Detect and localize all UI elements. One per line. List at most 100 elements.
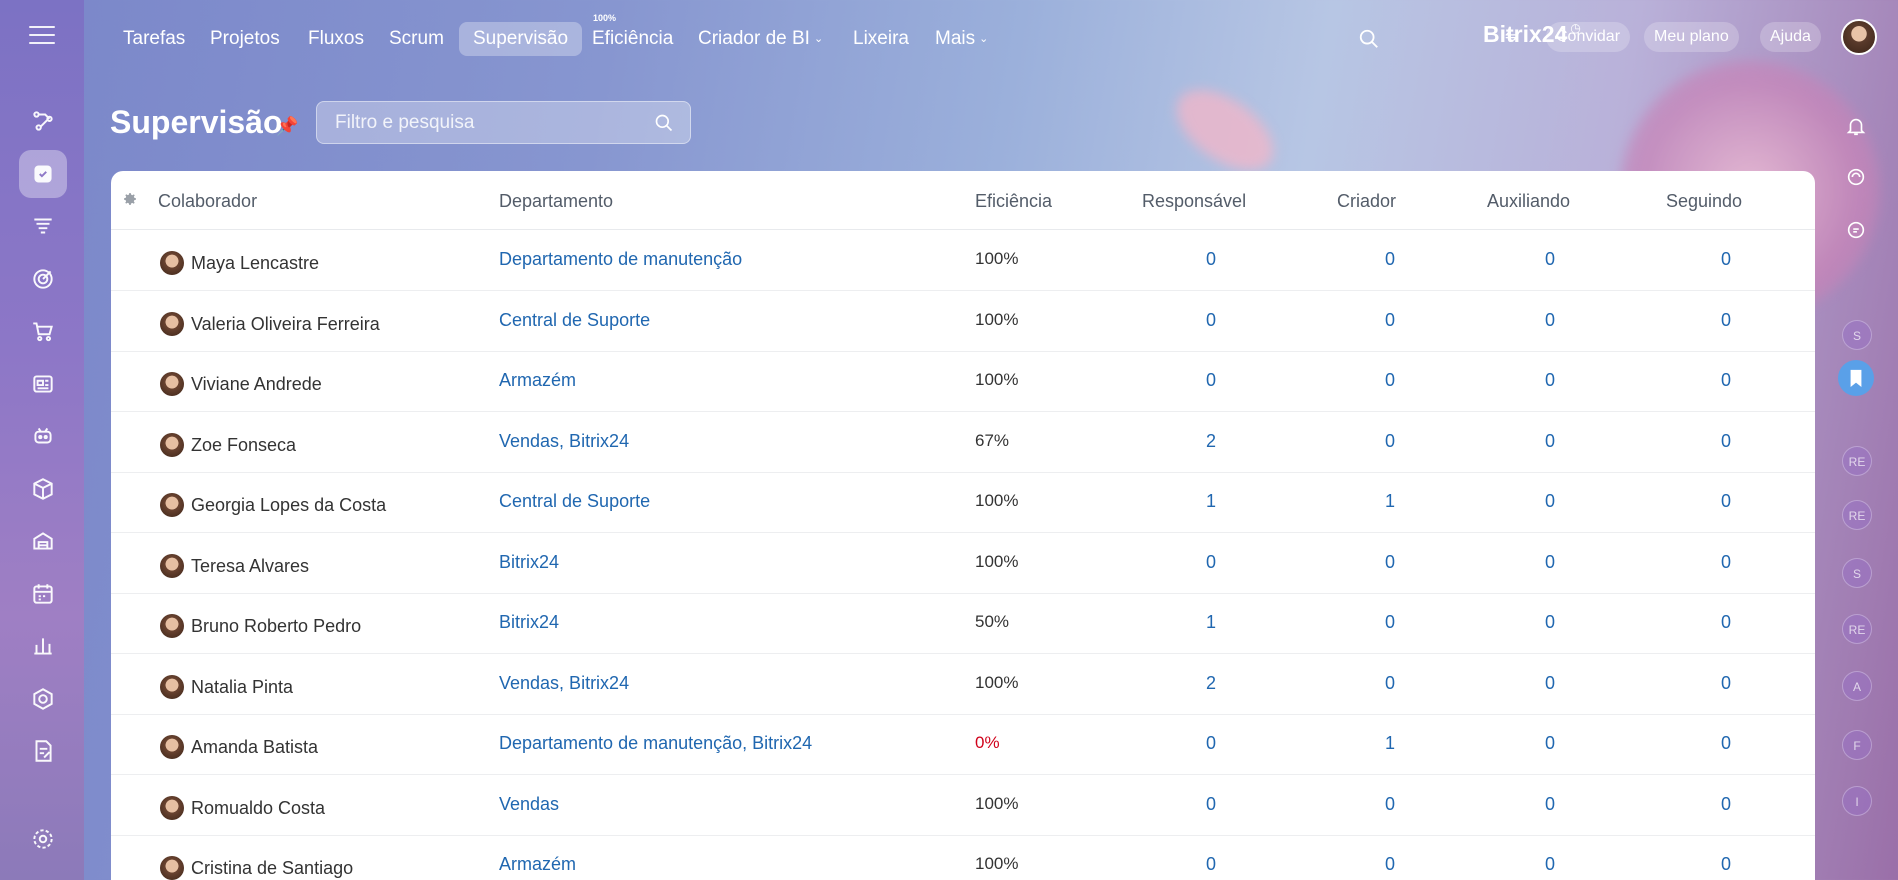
tab-flows[interactable]: Fluxos bbox=[308, 28, 364, 49]
count-aux[interactable]: 0 bbox=[1544, 249, 1555, 269]
sidebar-item-warehouse[interactable] bbox=[19, 517, 67, 565]
employee-avatar[interactable] bbox=[160, 674, 184, 699]
count-follow[interactable]: 0 bbox=[1720, 309, 1731, 330]
invite-button[interactable]: Convidar bbox=[1546, 22, 1631, 52]
count-resp[interactable]: 1 bbox=[1205, 491, 1216, 511]
count-aux[interactable]: 0 bbox=[1544, 733, 1555, 753]
tab-bi-builder[interactable]: Criador de BI ⌄ bbox=[684, 22, 837, 56]
count-follow[interactable]: 0 bbox=[1720, 672, 1731, 693]
employee-avatar[interactable] bbox=[160, 795, 184, 820]
sidebar-item-news[interactable] bbox=[19, 360, 67, 408]
department-link[interactable]: Departamento de manutenção, Bitrix24 bbox=[499, 733, 813, 753]
count-aux[interactable]: 0 bbox=[1544, 491, 1555, 511]
tab-efficiency[interactable]: Eficiência bbox=[592, 28, 674, 49]
sidebar-item-inventory[interactable] bbox=[19, 465, 67, 513]
sidebar-item-settings[interactable] bbox=[19, 815, 67, 863]
count-creator[interactable]: 0 bbox=[1384, 854, 1395, 874]
bookmark-icon[interactable] bbox=[1838, 360, 1874, 396]
sidebar-item-tasks[interactable] bbox=[19, 150, 67, 198]
header-following[interactable]: Seguindo bbox=[1666, 191, 1743, 211]
department-link[interactable]: Central de Suporte bbox=[499, 491, 651, 511]
count-creator[interactable]: 0 bbox=[1384, 430, 1395, 451]
count-follow[interactable]: 0 bbox=[1720, 491, 1731, 511]
employee-avatar[interactable] bbox=[160, 553, 184, 578]
my-plan-button[interactable]: Meu plano bbox=[1644, 22, 1739, 52]
chat-avatar[interactable]: A bbox=[1842, 671, 1872, 701]
count-aux[interactable]: 0 bbox=[1544, 370, 1555, 390]
search-icon[interactable] bbox=[1358, 28, 1380, 50]
chat-avatar[interactable]: I bbox=[1842, 786, 1872, 816]
sidebar-item-sites[interactable] bbox=[19, 675, 67, 723]
count-creator[interactable]: 0 bbox=[1384, 672, 1395, 693]
count-creator[interactable]: 1 bbox=[1384, 733, 1395, 753]
count-creator[interactable]: 0 bbox=[1384, 612, 1395, 632]
sidebar-item-shop[interactable] bbox=[19, 307, 67, 355]
count-resp[interactable]: 0 bbox=[1205, 854, 1216, 874]
employee-name[interactable]: Amanda Batista bbox=[191, 737, 319, 757]
header-employee[interactable]: Colaborador bbox=[158, 191, 258, 211]
search-input[interactable] bbox=[335, 102, 635, 143]
department-link[interactable]: Vendas, Bitrix24 bbox=[499, 672, 630, 693]
count-aux[interactable]: 0 bbox=[1544, 551, 1555, 572]
department-link[interactable]: Armazém bbox=[499, 854, 577, 874]
department-link[interactable]: Bitrix24 bbox=[499, 551, 560, 572]
count-creator[interactable]: 0 bbox=[1384, 309, 1395, 330]
chat-avatar[interactable]: S bbox=[1842, 558, 1872, 588]
search-box[interactable] bbox=[316, 101, 691, 144]
count-resp[interactable]: 2 bbox=[1205, 430, 1216, 451]
header-department[interactable]: Departamento bbox=[499, 191, 614, 211]
employee-avatar[interactable] bbox=[160, 372, 184, 396]
employee-avatar[interactable] bbox=[160, 432, 184, 457]
tab-more[interactable]: Mais ⌄ bbox=[921, 22, 1002, 56]
department-link[interactable]: Central de Suporte bbox=[499, 309, 651, 330]
sidebar-item-crm[interactable] bbox=[19, 202, 67, 250]
department-link[interactable]: Armazém bbox=[499, 370, 577, 390]
count-follow[interactable]: 0 bbox=[1720, 249, 1731, 269]
search-icon[interactable] bbox=[654, 113, 674, 133]
count-aux[interactable]: 0 bbox=[1544, 612, 1555, 632]
chat-avatar[interactable]: RE bbox=[1842, 614, 1872, 644]
menu-icon[interactable] bbox=[29, 26, 55, 46]
sliders-icon[interactable]: ⇋ bbox=[1505, 28, 1518, 45]
count-resp[interactable]: 1 bbox=[1205, 612, 1216, 632]
tab-tasks[interactable]: Tarefas bbox=[123, 28, 186, 49]
employee-name[interactable]: Maya Lencastre bbox=[191, 253, 320, 273]
count-creator[interactable]: 0 bbox=[1384, 551, 1395, 572]
sidebar-item-analytics[interactable] bbox=[19, 622, 67, 670]
gear-icon[interactable] bbox=[122, 191, 138, 207]
header-creator[interactable]: Criador bbox=[1337, 191, 1397, 211]
employee-name[interactable]: Teresa Alvares bbox=[191, 555, 310, 576]
count-aux[interactable]: 0 bbox=[1544, 672, 1555, 693]
employee-name[interactable]: Bruno Roberto Pedro bbox=[191, 616, 362, 636]
sidebar-item-calendar[interactable] bbox=[19, 570, 67, 618]
employee-name[interactable]: Valeria Oliveira Ferreira bbox=[191, 313, 380, 334]
count-resp[interactable]: 0 bbox=[1205, 733, 1216, 753]
sidebar-item-goals[interactable] bbox=[19, 255, 67, 303]
user-avatar[interactable] bbox=[1841, 19, 1877, 55]
tab-projects[interactable]: Projetos bbox=[210, 28, 280, 49]
chat-avatar[interactable]: F bbox=[1842, 730, 1872, 760]
header-assisting[interactable]: Auxiliando bbox=[1487, 191, 1571, 211]
count-creator[interactable]: 1 bbox=[1384, 491, 1395, 511]
count-follow[interactable]: 0 bbox=[1720, 793, 1731, 814]
sidebar-item-documents[interactable] bbox=[19, 727, 67, 775]
count-follow[interactable]: 0 bbox=[1720, 430, 1731, 451]
employee-name[interactable]: Georgia Lopes da Costa bbox=[191, 495, 387, 515]
count-resp[interactable]: 0 bbox=[1205, 309, 1216, 330]
pin-icon[interactable]: 📌 bbox=[276, 116, 299, 136]
employee-avatar[interactable] bbox=[160, 856, 184, 880]
chat-avatar[interactable]: RE bbox=[1842, 446, 1872, 476]
department-link[interactable]: Vendas bbox=[499, 793, 560, 814]
count-aux[interactable]: 0 bbox=[1544, 430, 1555, 451]
tab-trash[interactable]: Lixeira bbox=[853, 28, 909, 49]
chat-avatar[interactable]: RE bbox=[1842, 500, 1872, 530]
employee-avatar[interactable] bbox=[160, 614, 184, 638]
employee-name[interactable]: Zoe Fonseca bbox=[191, 434, 297, 455]
employee-name[interactable]: Cristina de Santiago bbox=[191, 858, 354, 878]
employee-avatar[interactable] bbox=[160, 251, 184, 275]
chat-icon[interactable] bbox=[1839, 213, 1873, 247]
employee-avatar[interactable] bbox=[160, 311, 184, 336]
count-follow[interactable]: 0 bbox=[1720, 370, 1731, 390]
department-link[interactable]: Vendas, Bitrix24 bbox=[499, 430, 630, 451]
employee-name[interactable]: Viviane Andrede bbox=[191, 374, 322, 394]
